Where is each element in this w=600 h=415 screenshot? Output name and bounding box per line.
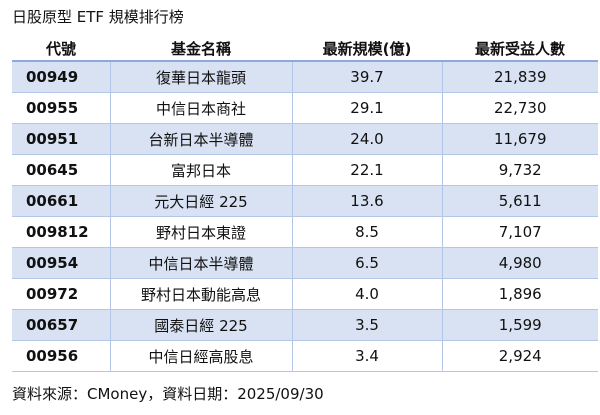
table-cell: 國泰日經 225 [109, 309, 292, 341]
table-cell: 00951 [12, 123, 110, 155]
table-cell: 00954 [12, 247, 110, 279]
table-cell: 13.6 [291, 185, 442, 217]
table-cell: 中信日本商社 [109, 92, 292, 124]
table-cell: 野村日本東證 [109, 216, 292, 248]
table-cell: 24.0 [291, 123, 442, 155]
table-cell: 2,924 [441, 340, 598, 372]
table-cell: 5,611 [441, 185, 598, 217]
table-cell: 11,679 [441, 123, 598, 155]
header-row: 代號 基金名稱 最新規模(億) 最新受益人數 [12, 36, 598, 62]
table-cell: 元大日經 225 [109, 185, 292, 217]
table-row: 00951 台新日本半導體 24.0 11,679 [12, 123, 598, 155]
column-header: 基金名稱 [110, 36, 292, 62]
table-cell: 4.0 [291, 278, 442, 310]
table-cell: 富邦日本 [109, 154, 292, 186]
column-header: 最新規模(億) [292, 36, 442, 62]
table-cell: 39.7 [291, 60, 442, 93]
table-row: 00949 復華日本龍頭 39.7 21,839 [12, 60, 598, 93]
table-cell: 22.1 [291, 154, 442, 186]
table-cell: 00972 [12, 278, 110, 310]
table-row: 00972 野村日本動能高息 4.0 1,896 [12, 278, 598, 310]
table-cell: 9,732 [441, 154, 598, 186]
table-row: 00645 富邦日本 22.1 9,732 [12, 154, 598, 186]
table-cell: 00645 [12, 154, 110, 186]
table-cell: 00657 [12, 309, 110, 341]
table-cell: 中信日本半導體 [109, 247, 292, 279]
table-row: 00955 中信日本商社 29.1 22,730 [12, 92, 598, 124]
table-row: 00954 中信日本半導體 6.5 4,980 [12, 247, 598, 279]
table-cell: 29.1 [291, 92, 442, 124]
title: 日股原型 ETF 規模排行榜 [12, 8, 184, 26]
source-note: 資料來源：CMoney，資料日期：2025/09/30 [12, 385, 324, 403]
table-cell: 21,839 [441, 60, 598, 93]
table-cell: 1,896 [441, 278, 598, 310]
table-cell: 22,730 [441, 92, 598, 124]
etf-table: 代號 基金名稱 最新規模(億) 最新受益人數 00949 復華日本龍頭 39.7 21,83… [12, 36, 598, 372]
column-header: 最新受益人數 [442, 36, 598, 62]
table-cell: 00955 [12, 92, 110, 124]
table-cell: 復華日本龍頭 [109, 60, 292, 93]
table-cell: 3.5 [291, 309, 442, 341]
table-cell: 8.5 [291, 216, 442, 248]
column-header: 代號 [12, 36, 110, 62]
table-cell: 野村日本動能高息 [109, 278, 292, 310]
table-row: 00956 中信日經高股息 3.4 2,924 [12, 340, 598, 372]
table-row: 00661 元大日經 225 13.6 5,611 [12, 185, 598, 217]
table-cell: 7,107 [441, 216, 598, 248]
table-row: 009812 野村日本東證 8.5 7,107 [12, 216, 598, 248]
table-cell: 1,599 [441, 309, 598, 341]
table-cell: 00949 [12, 60, 110, 93]
table-cell: 3.4 [291, 340, 442, 372]
table-cell: 4,980 [441, 247, 598, 279]
table-cell: 台新日本半導體 [109, 123, 292, 155]
table-cell: 00956 [12, 340, 110, 372]
table-cell: 009812 [12, 216, 110, 248]
table-cell: 00661 [12, 185, 110, 217]
table-cell: 中信日經高股息 [109, 340, 292, 372]
table-cell: 6.5 [291, 247, 442, 279]
table-row: 00657 國泰日經 225 3.5 1,599 [12, 309, 598, 341]
